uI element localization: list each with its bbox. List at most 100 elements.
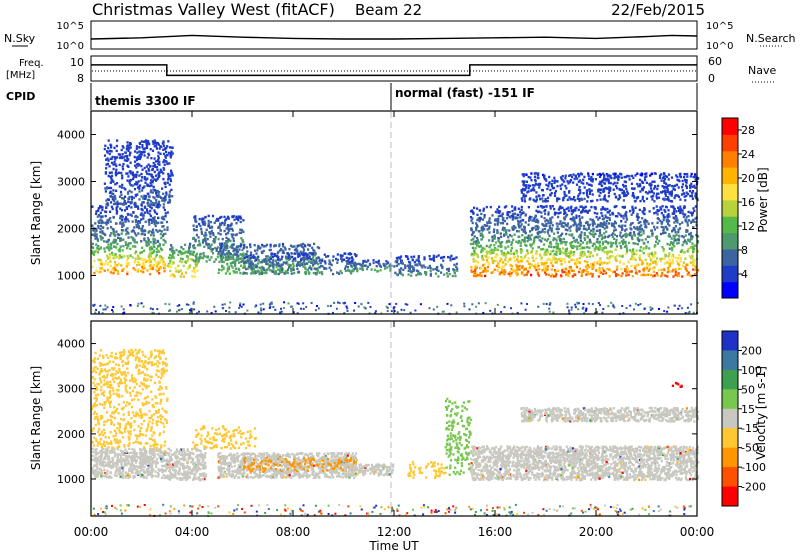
power-cell <box>250 267 253 271</box>
power-cell <box>157 193 160 197</box>
power-cell <box>575 226 578 229</box>
power-cell <box>142 147 145 151</box>
power-cell <box>586 267 589 270</box>
power-cell <box>686 263 690 266</box>
power-cell <box>575 230 578 233</box>
power-cell <box>221 303 224 306</box>
power-cell <box>597 190 600 193</box>
power-cell <box>221 245 224 248</box>
power-cell <box>115 164 118 168</box>
power-cell <box>110 179 113 183</box>
power-cell <box>641 195 644 199</box>
power-cell <box>156 189 159 193</box>
power-cell <box>527 238 530 242</box>
power-cell <box>520 189 523 192</box>
power-cell <box>492 230 495 234</box>
power-cell <box>168 303 171 306</box>
power-cell <box>603 182 607 185</box>
power-cell <box>550 230 553 233</box>
power-cell <box>586 221 589 224</box>
power-cell <box>677 238 680 242</box>
power-cell <box>142 217 145 220</box>
power-cell <box>511 213 514 216</box>
power-cell <box>119 153 122 156</box>
power-cell <box>631 194 634 197</box>
power-cell <box>196 259 199 263</box>
power-cell <box>534 172 538 175</box>
power-cell <box>229 239 232 243</box>
power-cell <box>651 267 654 270</box>
power-cell <box>155 205 158 208</box>
power-cell <box>653 212 656 215</box>
power-cell <box>136 270 139 273</box>
power-cell <box>545 223 548 226</box>
power-cell <box>166 226 169 229</box>
power-cell <box>582 227 585 231</box>
power-cell <box>428 264 431 268</box>
power-cell <box>184 260 187 263</box>
power-cell <box>619 234 622 237</box>
power-cell <box>541 197 544 200</box>
power-cell <box>168 183 171 186</box>
power-cell <box>603 196 606 199</box>
power-cell <box>137 256 140 260</box>
power-cell <box>302 302 305 305</box>
noise-tick-low-left: 10^0 <box>57 41 84 52</box>
power-cell <box>205 242 208 245</box>
power-cell <box>210 229 213 233</box>
power-cell <box>97 224 100 228</box>
power-cell <box>523 200 527 203</box>
nave-label: Nave <box>748 64 776 77</box>
power-cell <box>262 249 265 253</box>
power-cell <box>482 249 485 253</box>
power-cell <box>134 193 137 197</box>
power-cell <box>119 239 122 242</box>
power-cell <box>631 187 634 190</box>
power-cell <box>265 260 268 263</box>
power-cell <box>115 212 118 215</box>
power-cell <box>545 253 548 256</box>
power-cell <box>655 205 658 208</box>
power-cell <box>655 192 659 195</box>
power-cell <box>692 207 695 210</box>
power-cell <box>520 256 523 259</box>
power-cell <box>311 246 314 249</box>
power-cell <box>499 243 502 246</box>
power-cell <box>101 226 104 229</box>
power-cell <box>138 174 141 177</box>
power-cell <box>91 252 94 255</box>
power-cell <box>231 266 234 269</box>
power-cell <box>609 245 613 248</box>
power-cell <box>95 249 98 252</box>
power-cell <box>542 302 545 305</box>
power-cell <box>166 181 169 184</box>
power-cell <box>662 249 665 253</box>
power-cell <box>286 260 289 264</box>
power-cell <box>628 175 631 178</box>
power-cell <box>614 215 618 218</box>
power-cell <box>109 143 112 146</box>
power-cell <box>269 269 272 272</box>
power-cell <box>690 303 693 306</box>
power-cell <box>572 181 575 184</box>
power-cell <box>578 173 581 177</box>
power-cell <box>121 174 124 177</box>
power-cell <box>149 260 153 263</box>
power-cell <box>643 308 646 310</box>
power-cell <box>120 214 123 218</box>
power-cell <box>103 182 106 185</box>
power-cell <box>635 269 638 272</box>
power-cell <box>543 174 546 177</box>
power-cell <box>143 195 146 199</box>
power-cell <box>188 266 191 269</box>
power-cell <box>138 187 141 190</box>
power-cell <box>625 252 628 256</box>
power-cell <box>688 219 691 222</box>
power-cell <box>114 263 117 266</box>
power-cell <box>618 188 621 191</box>
power-cell <box>245 261 248 264</box>
power-cell <box>148 223 151 226</box>
power-cell <box>94 237 97 240</box>
power-cell <box>156 230 159 233</box>
power-cell <box>550 182 553 186</box>
